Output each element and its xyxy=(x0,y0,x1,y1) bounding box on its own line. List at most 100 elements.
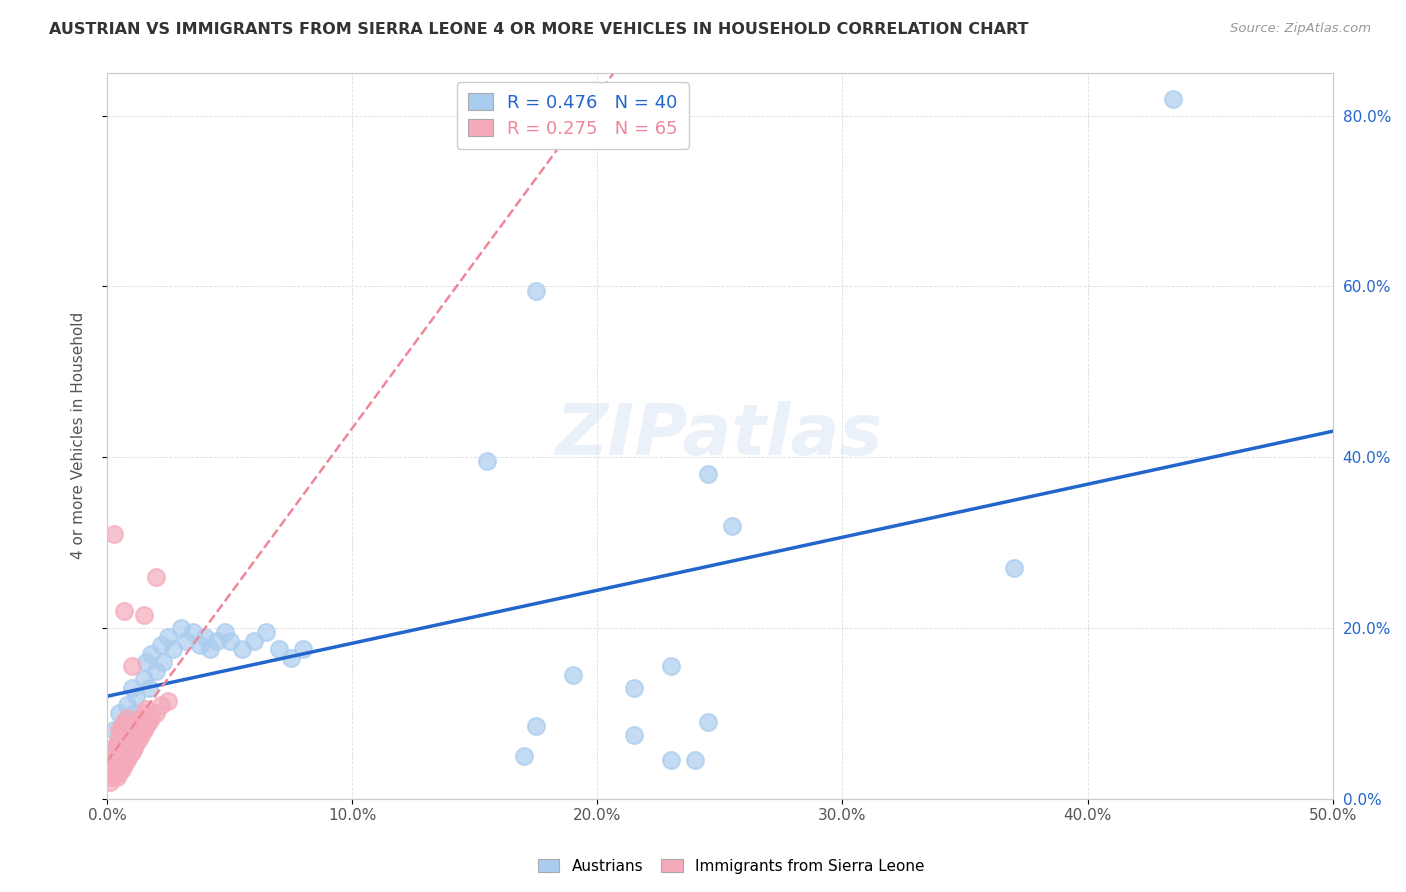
Point xyxy=(103,740,125,755)
Point xyxy=(108,723,131,738)
Point xyxy=(128,731,150,746)
Point xyxy=(121,731,143,746)
Point xyxy=(111,736,134,750)
Point xyxy=(150,638,173,652)
Point xyxy=(121,719,143,733)
Point xyxy=(254,625,277,640)
Point xyxy=(112,757,135,772)
Text: AUSTRIAN VS IMMIGRANTS FROM SIERRA LEONE 4 OR MORE VEHICLES IN HOUSEHOLD CORRELA: AUSTRIAN VS IMMIGRANTS FROM SIERRA LEONE… xyxy=(49,22,1029,37)
Point xyxy=(121,745,143,759)
Point xyxy=(132,706,155,721)
Point xyxy=(138,681,160,695)
Legend: Austrians, Immigrants from Sierra Leone: Austrians, Immigrants from Sierra Leone xyxy=(531,853,931,880)
Point xyxy=(243,633,266,648)
Point xyxy=(103,527,125,541)
Point xyxy=(121,681,143,695)
Point xyxy=(112,714,135,729)
Point xyxy=(118,731,141,746)
Point xyxy=(108,731,131,746)
Point xyxy=(111,728,134,742)
Point xyxy=(132,672,155,686)
Point xyxy=(169,621,191,635)
Point xyxy=(103,766,125,780)
Point xyxy=(623,681,645,695)
Point xyxy=(118,723,141,738)
Point xyxy=(131,728,153,742)
Point xyxy=(181,625,204,640)
Point xyxy=(475,454,498,468)
Point xyxy=(141,711,163,725)
Point xyxy=(115,753,138,767)
Point xyxy=(659,659,682,673)
Point xyxy=(112,714,135,729)
Point xyxy=(696,467,718,482)
Point xyxy=(125,736,148,750)
Point xyxy=(696,714,718,729)
Point xyxy=(280,651,302,665)
Point xyxy=(108,706,131,721)
Point xyxy=(122,706,145,721)
Point xyxy=(105,745,128,759)
Point xyxy=(145,570,167,584)
Point xyxy=(135,702,157,716)
Point xyxy=(188,638,211,652)
Point xyxy=(112,740,135,755)
Point xyxy=(108,749,131,764)
Point xyxy=(112,731,135,746)
Point xyxy=(218,633,240,648)
Point xyxy=(174,633,197,648)
Point xyxy=(108,740,131,755)
Point xyxy=(103,757,125,772)
Point xyxy=(118,740,141,755)
Point xyxy=(524,284,547,298)
Point xyxy=(115,745,138,759)
Point xyxy=(162,642,184,657)
Point xyxy=(513,749,536,764)
Point xyxy=(111,762,134,776)
Point xyxy=(125,719,148,733)
Point xyxy=(132,723,155,738)
Point xyxy=(685,753,707,767)
Point xyxy=(101,771,124,785)
Point xyxy=(115,719,138,733)
Point xyxy=(194,630,217,644)
Point xyxy=(141,647,163,661)
Point xyxy=(1002,561,1025,575)
Point xyxy=(145,664,167,678)
Point xyxy=(138,714,160,729)
Point xyxy=(108,766,131,780)
Legend: R = 0.476   N = 40, R = 0.275   N = 65: R = 0.476 N = 40, R = 0.275 N = 65 xyxy=(457,82,689,148)
Point xyxy=(115,728,138,742)
Point xyxy=(1163,92,1185,106)
Point xyxy=(112,749,135,764)
Point xyxy=(105,736,128,750)
Point xyxy=(111,731,134,746)
Point xyxy=(103,749,125,764)
Point xyxy=(121,659,143,673)
Point xyxy=(561,668,583,682)
Text: ZIPatlas: ZIPatlas xyxy=(557,401,883,470)
Point xyxy=(157,630,180,644)
Point xyxy=(125,690,148,704)
Point xyxy=(150,698,173,712)
Point xyxy=(214,625,236,640)
Point xyxy=(108,757,131,772)
Point xyxy=(115,711,138,725)
Point xyxy=(112,723,135,738)
Point xyxy=(157,693,180,707)
Point xyxy=(721,518,744,533)
Point xyxy=(267,642,290,657)
Point xyxy=(623,728,645,742)
Point xyxy=(145,706,167,721)
Point xyxy=(152,655,174,669)
Point xyxy=(135,719,157,733)
Point xyxy=(131,711,153,725)
Point xyxy=(115,736,138,750)
Point xyxy=(105,753,128,767)
Point xyxy=(231,642,253,657)
Point xyxy=(115,698,138,712)
Point xyxy=(524,719,547,733)
Point xyxy=(122,728,145,742)
Point xyxy=(207,633,229,648)
Point xyxy=(111,719,134,733)
